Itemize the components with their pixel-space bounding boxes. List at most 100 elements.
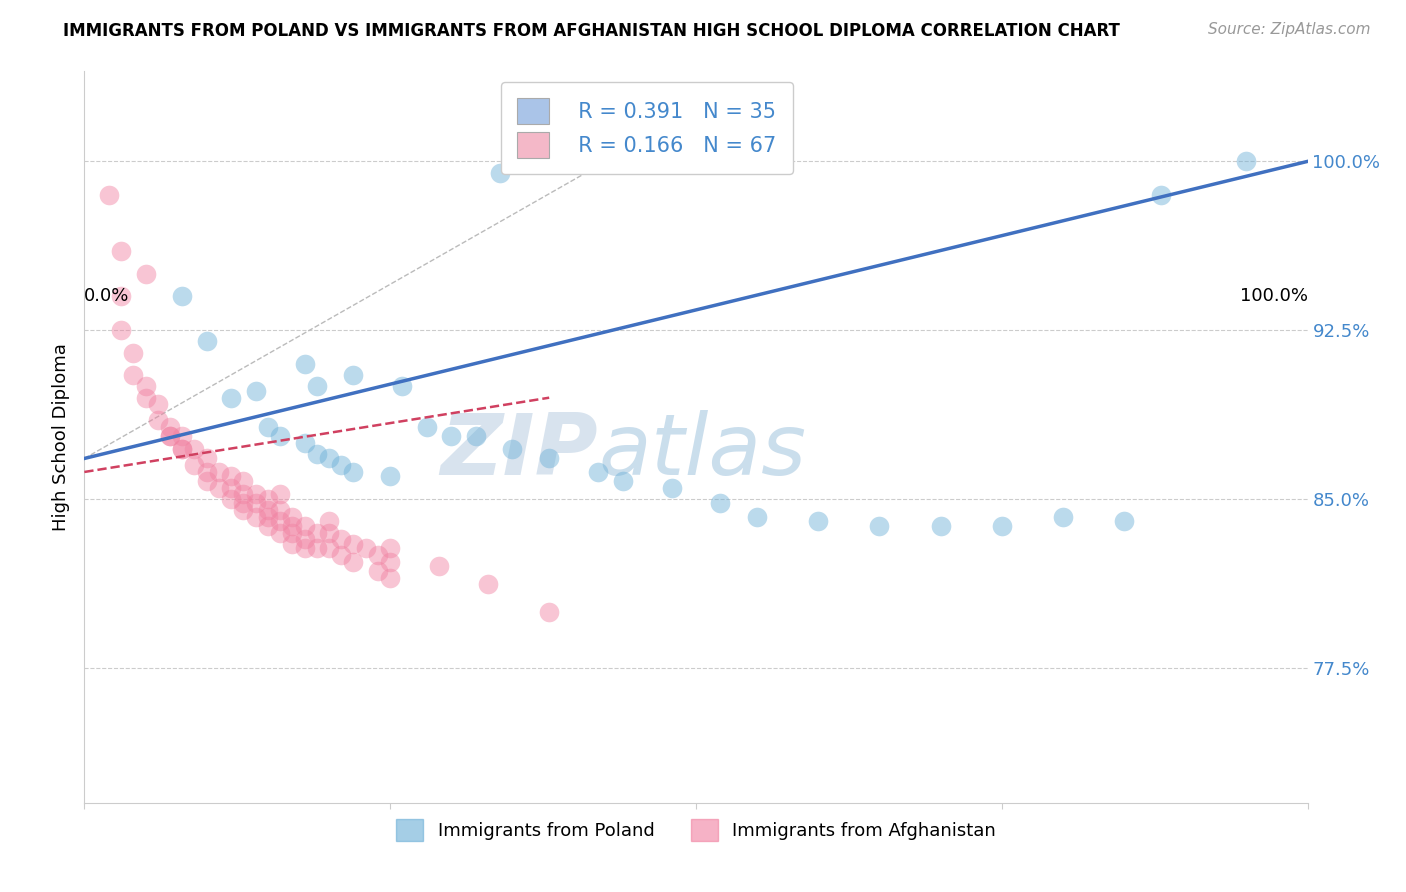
- Point: [391, 379, 413, 393]
- Point: [195, 334, 218, 349]
- Point: [219, 481, 242, 495]
- Point: [1114, 515, 1136, 529]
- Point: [305, 447, 328, 461]
- Point: [245, 496, 267, 510]
- Point: [991, 519, 1014, 533]
- Point: [172, 442, 194, 457]
- Point: [281, 525, 304, 540]
- Point: [342, 368, 364, 383]
- Point: [232, 503, 254, 517]
- Text: atlas: atlas: [598, 410, 806, 493]
- Point: [159, 420, 181, 434]
- Point: [477, 577, 499, 591]
- Point: [427, 559, 450, 574]
- Point: [380, 555, 402, 569]
- Point: [1236, 154, 1258, 169]
- Point: [159, 429, 181, 443]
- Point: [281, 510, 304, 524]
- Point: [232, 474, 254, 488]
- Point: [380, 541, 402, 556]
- Point: [110, 323, 132, 337]
- Point: [538, 605, 561, 619]
- Point: [97, 188, 120, 202]
- Point: [538, 451, 561, 466]
- Point: [367, 548, 389, 562]
- Point: [318, 525, 340, 540]
- Point: [122, 345, 145, 359]
- Point: [172, 289, 194, 303]
- Point: [305, 541, 328, 556]
- Point: [257, 519, 280, 533]
- Point: [219, 391, 242, 405]
- Point: [330, 458, 353, 473]
- Point: [1052, 510, 1074, 524]
- Point: [416, 420, 439, 434]
- Point: [122, 368, 145, 383]
- Point: [110, 289, 132, 303]
- Point: [219, 491, 242, 506]
- Point: [294, 435, 316, 450]
- Point: [269, 429, 291, 443]
- Point: [257, 491, 280, 506]
- Text: 0.0%: 0.0%: [84, 287, 129, 305]
- Point: [208, 481, 231, 495]
- Point: [110, 244, 132, 259]
- Point: [208, 465, 231, 479]
- Point: [183, 458, 205, 473]
- Point: [440, 429, 463, 443]
- Point: [380, 571, 402, 585]
- Point: [183, 442, 205, 457]
- Point: [502, 442, 524, 457]
- Point: [342, 537, 364, 551]
- Point: [318, 451, 340, 466]
- Point: [172, 429, 194, 443]
- Point: [135, 379, 157, 393]
- Point: [281, 537, 304, 551]
- Point: [294, 357, 316, 371]
- Point: [195, 474, 218, 488]
- Point: [294, 533, 316, 547]
- Point: [612, 474, 634, 488]
- Point: [257, 420, 280, 434]
- Point: [305, 525, 328, 540]
- Point: [709, 496, 731, 510]
- Point: [367, 564, 389, 578]
- Point: [330, 533, 353, 547]
- Point: [747, 510, 769, 524]
- Point: [159, 429, 181, 443]
- Point: [219, 469, 242, 483]
- Point: [318, 541, 340, 556]
- Point: [318, 515, 340, 529]
- Point: [195, 465, 218, 479]
- Point: [869, 519, 891, 533]
- Point: [232, 487, 254, 501]
- Point: [586, 465, 609, 479]
- Point: [195, 451, 218, 466]
- Point: [269, 503, 291, 517]
- Text: 100.0%: 100.0%: [1240, 287, 1308, 305]
- Point: [294, 541, 316, 556]
- Point: [330, 548, 353, 562]
- Point: [146, 397, 169, 411]
- Point: [146, 413, 169, 427]
- Point: [929, 519, 952, 533]
- Point: [269, 525, 291, 540]
- Point: [135, 267, 157, 281]
- Point: [342, 465, 364, 479]
- Point: [464, 429, 486, 443]
- Point: [245, 487, 267, 501]
- Point: [245, 510, 267, 524]
- Text: IMMIGRANTS FROM POLAND VS IMMIGRANTS FROM AFGHANISTAN HIGH SCHOOL DIPLOMA CORREL: IMMIGRANTS FROM POLAND VS IMMIGRANTS FRO…: [63, 22, 1121, 40]
- Point: [269, 487, 291, 501]
- Point: [135, 391, 157, 405]
- Legend: Immigrants from Poland, Immigrants from Afghanistan: Immigrants from Poland, Immigrants from …: [389, 812, 1002, 848]
- Point: [489, 166, 512, 180]
- Point: [380, 469, 402, 483]
- Point: [257, 510, 280, 524]
- Point: [354, 541, 377, 556]
- Point: [294, 519, 316, 533]
- Point: [1150, 188, 1173, 202]
- Point: [257, 503, 280, 517]
- Point: [269, 515, 291, 529]
- Point: [172, 442, 194, 457]
